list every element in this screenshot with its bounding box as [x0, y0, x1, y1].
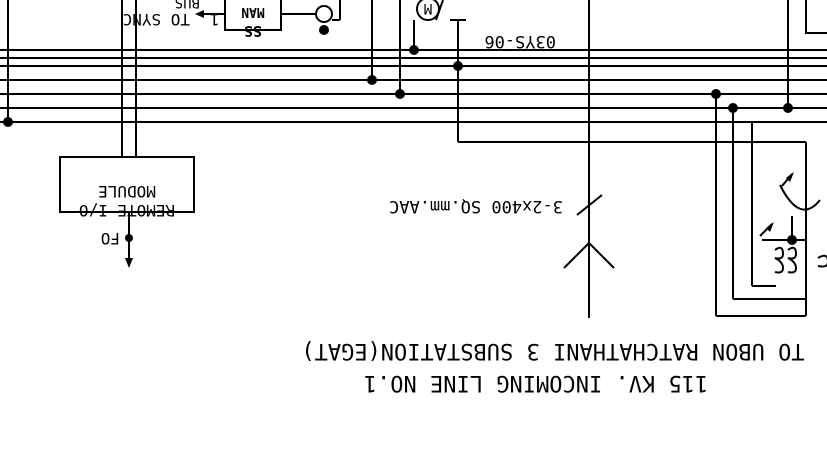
cable-slash	[576, 194, 603, 216]
motor-lever	[435, 0, 444, 21]
ct-arrowhead-1	[786, 172, 794, 182]
arrow-right	[588, 242, 615, 269]
title-line-2: 115 KV. INCOMING LINE NO.1	[364, 370, 708, 395]
selector-circle	[315, 5, 333, 23]
partial-top-label: BUS	[175, 0, 200, 10]
ct-arrowhead-2	[766, 222, 774, 232]
title-line-1: TO UBON RATCHATHANI 3 SUBSTATION(EGAT)	[301, 338, 804, 363]
junction-dot	[125, 234, 133, 242]
junction-dot	[711, 89, 721, 99]
junction-dot	[453, 61, 463, 71]
arrow-left	[563, 242, 590, 269]
junction-dot	[783, 103, 793, 113]
fo-arrowhead	[125, 258, 133, 268]
man-label: MAN	[241, 4, 265, 19]
ss-label: SS	[244, 22, 262, 40]
coil-2	[787, 246, 798, 274]
device-id-label: 03YS-06	[484, 31, 556, 51]
junction-dot	[319, 25, 329, 35]
cable-spec-label: 3-2x400 SQ.mm.AAC	[389, 196, 563, 216]
sync-label: TO SYNC	[123, 10, 190, 29]
remote-io-label: REMOTE I/O	[79, 201, 175, 220]
junction-dot	[409, 45, 419, 55]
sync-arrowhead	[195, 10, 204, 18]
junction-dot	[728, 103, 738, 113]
fo-label: FO	[101, 229, 120, 248]
junction-dot	[395, 89, 405, 99]
motor-label: M	[424, 0, 432, 16]
junction-dot	[367, 75, 377, 85]
ct-arc	[779, 184, 821, 211]
partial-box-right	[805, 0, 827, 34]
junction-dot	[3, 117, 13, 127]
coil-1	[774, 246, 785, 274]
module-label: MODULE	[98, 182, 156, 201]
junction-dot	[787, 235, 797, 245]
sync-number-label: 1	[210, 10, 220, 29]
remote-io-module-box	[59, 156, 195, 213]
coil-3	[817, 254, 827, 268]
